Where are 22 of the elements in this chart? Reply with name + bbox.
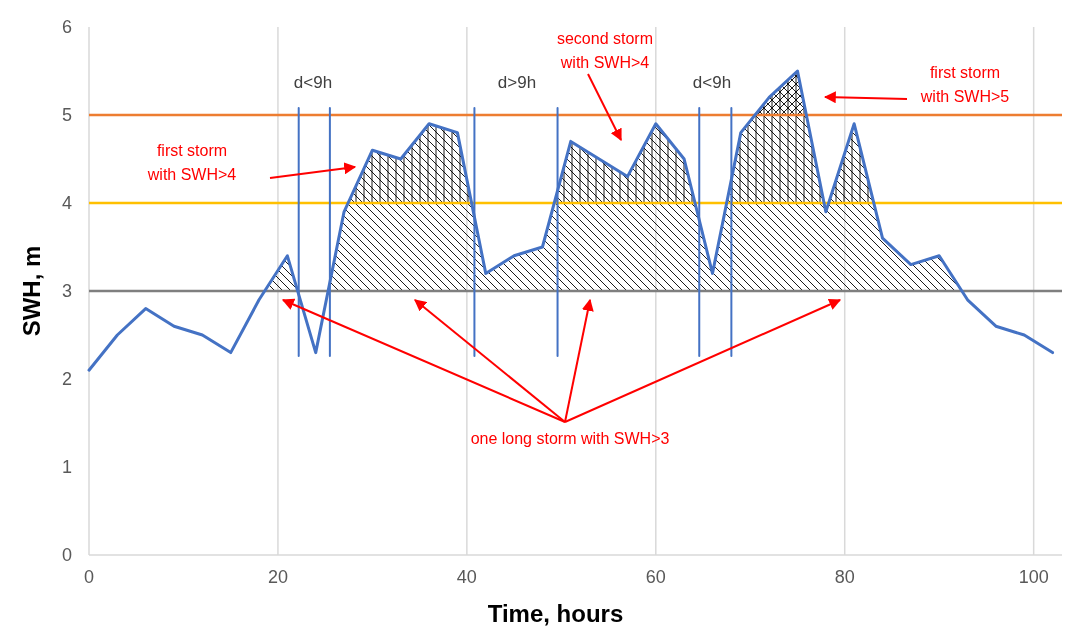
annotation: first storm with SWH>5 bbox=[919, 64, 1010, 105]
annotation: d<9h bbox=[692, 73, 732, 92]
annotation: d>9h bbox=[497, 73, 537, 92]
x-tick-label: 40 bbox=[456, 567, 477, 587]
x-tick-label: 20 bbox=[267, 567, 288, 587]
y-tick-label: 5 bbox=[61, 105, 73, 125]
y-tick-label: 4 bbox=[61, 193, 73, 213]
y-axis-title: SWH, m bbox=[18, 245, 45, 337]
x-tick-label: 60 bbox=[645, 567, 666, 587]
annotation: first storm with SWH>4 bbox=[146, 142, 237, 183]
y-tick-label: 1 bbox=[61, 457, 73, 477]
y-tick-label: 6 bbox=[61, 17, 73, 37]
x-tick-label: 100 bbox=[1018, 567, 1049, 587]
x-tick-label: 0 bbox=[83, 567, 95, 587]
y-tick-label: 0 bbox=[61, 545, 73, 565]
x-axis-title: Time, hours bbox=[487, 600, 624, 627]
y-tick-label: 2 bbox=[61, 369, 73, 389]
annotation: one long storm with SWH>3 bbox=[470, 430, 670, 447]
y-tick-label: 3 bbox=[61, 281, 73, 301]
x-tick-label: 80 bbox=[834, 567, 855, 587]
annotation: second storm with SWH>4 bbox=[556, 30, 654, 71]
annotation: d<9h bbox=[293, 73, 333, 92]
